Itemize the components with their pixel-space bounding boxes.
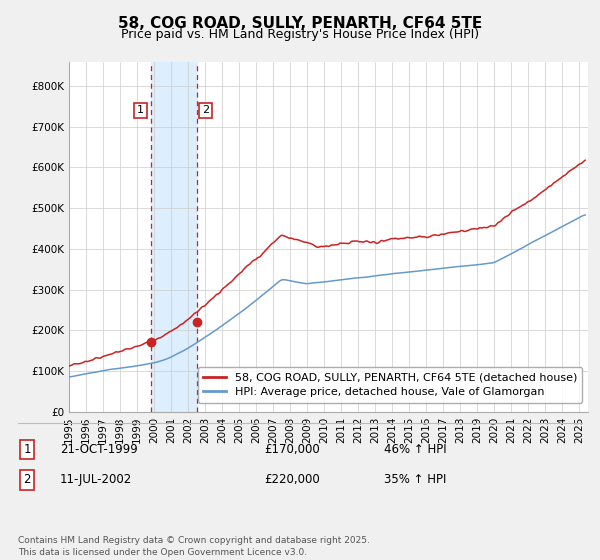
Text: £170,000: £170,000 bbox=[264, 443, 320, 456]
Text: 21-OCT-1999: 21-OCT-1999 bbox=[60, 443, 138, 456]
Legend: 58, COG ROAD, SULLY, PENARTH, CF64 5TE (detached house), HPI: Average price, det: 58, COG ROAD, SULLY, PENARTH, CF64 5TE (… bbox=[198, 367, 583, 403]
Text: Price paid vs. HM Land Registry's House Price Index (HPI): Price paid vs. HM Land Registry's House … bbox=[121, 28, 479, 41]
Bar bbox=[151, 62, 197, 412]
Text: 2: 2 bbox=[202, 105, 209, 115]
Text: 46% ↑ HPI: 46% ↑ HPI bbox=[384, 443, 446, 456]
Text: 11-JUL-2002: 11-JUL-2002 bbox=[60, 473, 132, 487]
Text: 58, COG ROAD, SULLY, PENARTH, CF64 5TE: 58, COG ROAD, SULLY, PENARTH, CF64 5TE bbox=[118, 16, 482, 31]
Text: £220,000: £220,000 bbox=[264, 473, 320, 487]
Text: 1: 1 bbox=[137, 105, 144, 115]
Text: 2: 2 bbox=[23, 473, 31, 487]
Text: 1: 1 bbox=[23, 443, 31, 456]
Text: 35% ↑ HPI: 35% ↑ HPI bbox=[384, 473, 446, 487]
Text: Contains HM Land Registry data © Crown copyright and database right 2025.
This d: Contains HM Land Registry data © Crown c… bbox=[18, 536, 370, 557]
